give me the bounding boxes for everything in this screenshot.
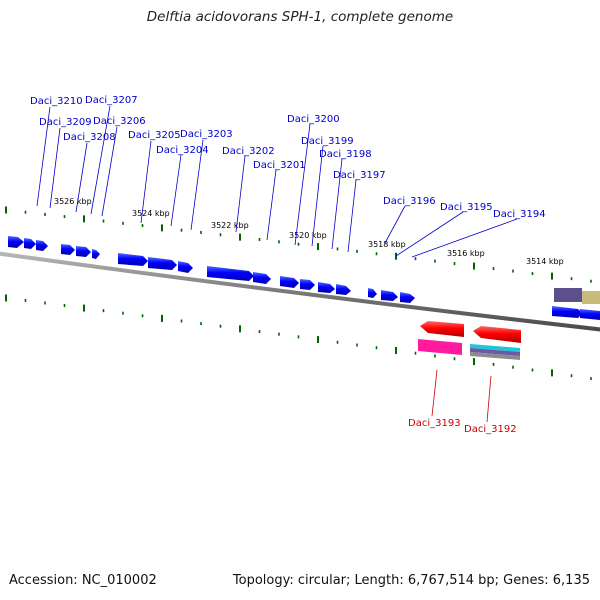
scale-ticks-inner — [5, 294, 592, 381]
gene-label: Daci_3201 — [253, 160, 306, 171]
scale-label: 3520 kbp — [289, 231, 327, 240]
gene-label: Daci_3192 — [464, 424, 517, 435]
scale-label: 3518 kbp — [368, 240, 406, 249]
gene-arrow — [368, 288, 377, 298]
gene-arrow — [400, 292, 415, 303]
reverse-feature-blocks — [418, 339, 520, 360]
gene-arrow — [336, 284, 351, 295]
gene-arrow — [420, 321, 464, 337]
gene-arrow — [24, 238, 36, 249]
gene-arrow — [381, 290, 398, 301]
gene-arrow — [61, 244, 75, 255]
gene-label: Daci_3205 — [128, 130, 181, 141]
feature-block — [470, 344, 520, 352]
reverse-genes — [420, 321, 521, 343]
gene-label: Daci_3196 — [383, 196, 436, 207]
gene-arrow — [280, 276, 299, 288]
gene-arrow — [118, 253, 148, 266]
gene-label: Daci_3200 — [287, 114, 340, 125]
gene-label: Daci_3198 — [319, 149, 372, 160]
gene-arrow — [207, 266, 254, 281]
gene-arrow — [318, 282, 335, 293]
scale-label: 3522 kbp — [211, 221, 249, 230]
scale-labels: 3526 kbp 3524 kbp 3522 kbp 3520 kbp 3518… — [54, 197, 564, 266]
gene-label: Daci_3208 — [63, 132, 116, 143]
reverse-gene-labels: Daci_3193 Daci_3192 — [408, 369, 517, 435]
gene-label: Daci_3193 — [408, 418, 461, 429]
scale-label: 3514 kbp — [526, 257, 564, 266]
feature-block — [470, 348, 520, 356]
gene-arrow — [92, 249, 100, 259]
gene-arrow — [253, 272, 271, 284]
feature-blocks — [554, 288, 600, 304]
gene-label: Daci_3204 — [156, 145, 209, 156]
map-title: Delftia acidovorans SPH-1, complete geno… — [146, 9, 454, 25]
gene-label: Daci_3202 — [222, 146, 275, 157]
feature-block — [582, 291, 600, 304]
gene-arrow — [300, 279, 315, 290]
gene-label: Daci_3209 — [39, 117, 92, 128]
gene-label: Daci_3206 — [93, 116, 146, 127]
gene-arrow — [36, 240, 48, 251]
scale-label: 3526 kbp — [54, 197, 92, 206]
forward-gene-labels: Daci_3210 Daci_3207 Daci_3209 Daci_3206 … — [30, 95, 546, 258]
gene-arrow — [76, 246, 91, 257]
gene-arrow — [580, 309, 600, 320]
gene-arrow — [178, 261, 193, 273]
feature-block — [470, 352, 520, 360]
gene-label: Daci_3207 — [85, 95, 138, 106]
feature-block — [418, 339, 462, 355]
gene-label: Daci_3194 — [493, 209, 546, 220]
genome-backbone — [0, 251, 600, 332]
gene-arrow — [8, 236, 24, 248]
gene-arrow — [473, 326, 521, 343]
scale-ticks-outer — [5, 206, 592, 283]
forward-genes — [8, 236, 600, 320]
feature-block — [554, 288, 582, 302]
scale-label: 3516 kbp — [447, 249, 485, 258]
gene-label: Daci_3199 — [301, 136, 354, 147]
genome-summary-text: Topology: circular; Length: 6,767,514 bp… — [232, 573, 590, 588]
gene-arrow — [552, 306, 583, 318]
gene-arrow — [148, 257, 177, 270]
scale-label: 3524 kbp — [132, 209, 170, 218]
gene-label: Daci_3195 — [440, 202, 493, 213]
accession-text: Accession: NC_010002 — [9, 573, 157, 588]
gene-label: Daci_3197 — [333, 170, 386, 181]
gene-label: Daci_3203 — [180, 129, 233, 140]
gene-label: Daci_3210 — [30, 96, 83, 107]
